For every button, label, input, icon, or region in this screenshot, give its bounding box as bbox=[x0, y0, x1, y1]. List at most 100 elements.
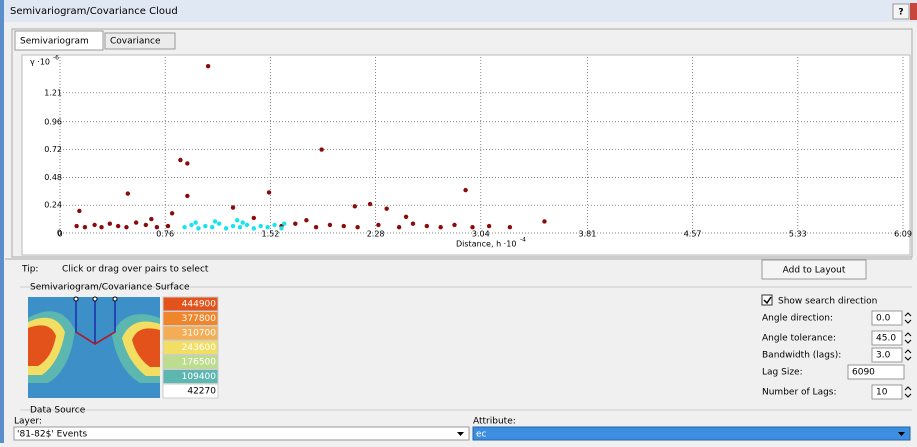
point[interactable] bbox=[319, 147, 324, 152]
point[interactable] bbox=[293, 221, 298, 226]
point[interactable] bbox=[149, 216, 154, 222]
point[interactable] bbox=[193, 220, 198, 225]
point[interactable] bbox=[376, 222, 381, 228]
point[interactable] bbox=[205, 63, 211, 69]
handle[interactable] bbox=[92, 296, 98, 302]
point[interactable] bbox=[251, 226, 256, 231]
help-button[interactable] bbox=[892, 3, 910, 20]
handle[interactable] bbox=[73, 296, 79, 302]
point[interactable] bbox=[185, 161, 190, 166]
point[interactable] bbox=[279, 226, 284, 231]
point[interactable] bbox=[244, 222, 250, 228]
point[interactable] bbox=[237, 225, 243, 230]
checkmark bbox=[763, 296, 772, 305]
tip-text: Click or drag over pairs to select bbox=[62, 265, 209, 275]
point[interactable] bbox=[216, 221, 222, 226]
point[interactable] bbox=[223, 226, 229, 231]
point[interactable] bbox=[154, 225, 160, 230]
point[interactable] bbox=[327, 222, 333, 228]
point[interactable] bbox=[507, 225, 513, 230]
y-tick-label: 0.72 bbox=[44, 145, 62, 154]
point[interactable] bbox=[210, 225, 215, 230]
point[interactable] bbox=[99, 225, 104, 230]
field-input[interactable] bbox=[871, 310, 903, 326]
x-axis-label-exp: -4 bbox=[520, 237, 526, 244]
show-checkbox[interactable] bbox=[761, 294, 773, 306]
point[interactable] bbox=[355, 225, 360, 230]
point[interactable] bbox=[230, 223, 236, 229]
point[interactable] bbox=[258, 223, 263, 229]
point[interactable] bbox=[165, 223, 171, 229]
field-input[interactable] bbox=[871, 330, 903, 346]
spinner[interactable] bbox=[904, 312, 912, 324]
field-input[interactable] bbox=[871, 384, 903, 400]
attribute-select[interactable] bbox=[472, 426, 911, 441]
tab[interactable] bbox=[104, 32, 176, 50]
surface-image bbox=[28, 296, 160, 398]
point[interactable] bbox=[178, 157, 183, 163]
point[interactable] bbox=[403, 214, 409, 219]
point[interactable] bbox=[234, 218, 240, 223]
point[interactable] bbox=[384, 206, 389, 211]
point[interactable] bbox=[313, 225, 319, 230]
point[interactable] bbox=[125, 191, 131, 196]
point[interactable] bbox=[542, 219, 547, 224]
legend-label: 109400 bbox=[182, 372, 217, 382]
x-tick-label: 5.33 bbox=[789, 230, 807, 239]
point[interactable] bbox=[272, 222, 277, 228]
point[interactable] bbox=[424, 223, 430, 229]
point[interactable] bbox=[133, 220, 139, 225]
point[interactable] bbox=[77, 208, 82, 214]
point[interactable] bbox=[486, 223, 492, 229]
field-input[interactable] bbox=[871, 347, 903, 363]
point[interactable] bbox=[240, 220, 245, 225]
tip-label: Tip: bbox=[21, 265, 38, 275]
legend-label: 310700 bbox=[182, 329, 217, 339]
point[interactable] bbox=[185, 193, 190, 199]
attribute-value: ec bbox=[476, 430, 487, 440]
field-input[interactable] bbox=[847, 364, 905, 380]
point[interactable] bbox=[304, 218, 309, 223]
point[interactable] bbox=[367, 201, 373, 207]
tab[interactable] bbox=[14, 30, 104, 51]
dropdown-arrow bbox=[457, 432, 464, 436]
point[interactable] bbox=[92, 222, 97, 228]
spinner[interactable] bbox=[904, 386, 912, 398]
point[interactable] bbox=[189, 222, 194, 228]
tab-panel bbox=[11, 28, 913, 258]
point[interactable] bbox=[251, 215, 256, 221]
point[interactable] bbox=[265, 225, 270, 230]
spinner[interactable] bbox=[904, 349, 912, 361]
point[interactable] bbox=[470, 225, 475, 230]
handle[interactable] bbox=[112, 296, 118, 302]
point[interactable] bbox=[396, 225, 402, 230]
point[interactable] bbox=[124, 225, 129, 230]
point[interactable] bbox=[212, 219, 218, 224]
point[interactable] bbox=[282, 221, 287, 226]
point[interactable] bbox=[203, 223, 208, 229]
point[interactable] bbox=[452, 222, 457, 228]
point[interactable] bbox=[341, 223, 346, 229]
point[interactable] bbox=[74, 223, 79, 229]
add-to-layout-button[interactable] bbox=[761, 259, 867, 280]
point[interactable] bbox=[463, 187, 468, 193]
spinner[interactable] bbox=[904, 332, 912, 344]
close-button[interactable] bbox=[910, 3, 917, 20]
point[interactable] bbox=[196, 226, 201, 231]
point[interactable] bbox=[115, 223, 121, 229]
data-source-title: Data Source bbox=[30, 406, 86, 416]
point[interactable] bbox=[352, 204, 358, 209]
y-tick-label: 1.21 bbox=[44, 88, 62, 97]
point[interactable] bbox=[230, 205, 236, 210]
point[interactable] bbox=[182, 225, 187, 230]
point[interactable] bbox=[169, 211, 175, 216]
point[interactable] bbox=[107, 221, 113, 226]
point[interactable] bbox=[82, 225, 88, 230]
y-tick-label: 0.48 bbox=[44, 173, 62, 182]
point[interactable] bbox=[438, 225, 443, 230]
layer-select[interactable] bbox=[13, 426, 470, 441]
point[interactable] bbox=[266, 190, 272, 195]
point[interactable] bbox=[143, 222, 149, 228]
point[interactable] bbox=[410, 221, 416, 226]
